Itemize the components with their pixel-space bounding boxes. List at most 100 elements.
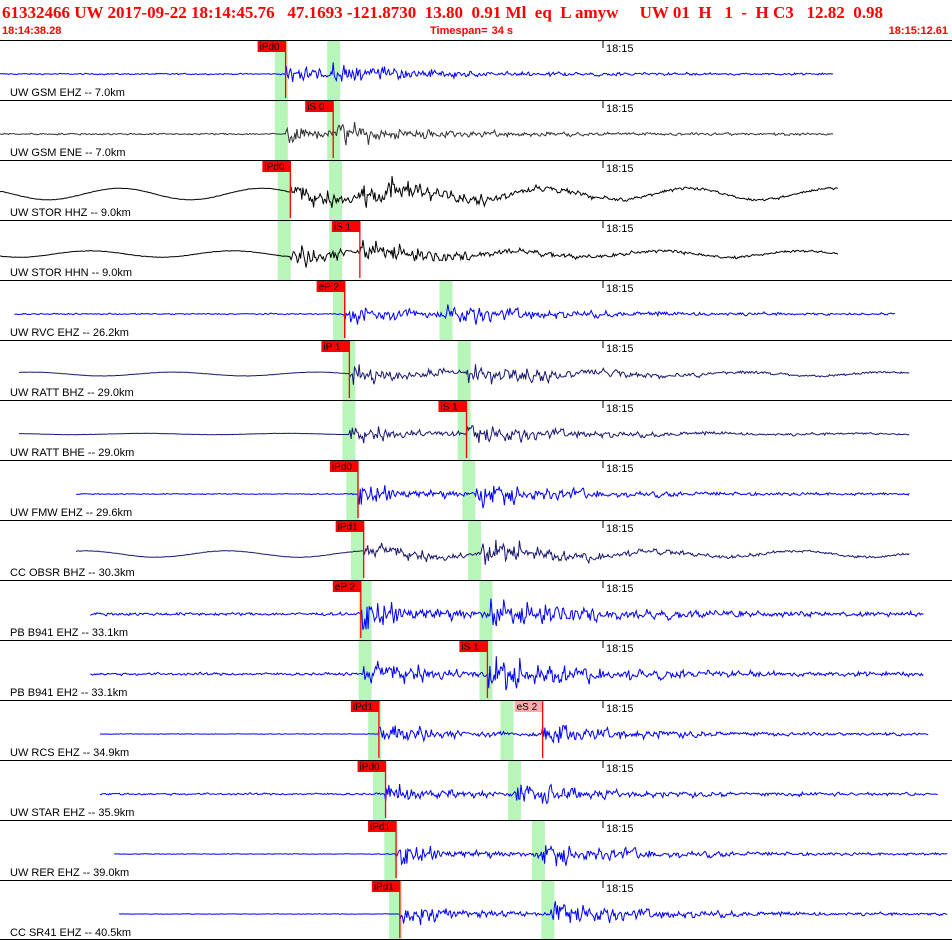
arrival-window xyxy=(342,401,356,460)
channel-panel[interactable]: 18:15 iS 1 PB B941 EH2 -- 33.1km xyxy=(0,640,952,701)
channel-panel[interactable]: 18:15 iPd1 CC OBSR BHZ -- 30.3km xyxy=(0,520,952,581)
channel-panel[interactable]: 18:15 iPd0 UW GSM EHZ -- 7.0km xyxy=(0,40,952,101)
phase-pick[interactable]: iPd0 xyxy=(329,461,359,518)
pick-flag[interactable] xyxy=(335,521,364,532)
channel-label: UW GSM ENE -- 7.0km xyxy=(10,147,126,159)
waveform-trace[interactable] xyxy=(99,783,938,805)
channel-panel[interactable]: 18:15 iPd0 UW FMW EHZ -- 29.6km xyxy=(0,460,952,521)
pick-label: iPd1 xyxy=(370,822,390,833)
channel-label: UW FMW EHZ -- 29.6km xyxy=(10,507,132,519)
channel-panel[interactable]: 18:15 eP 2 UW RVC EHZ -- 26.2km xyxy=(0,280,952,341)
seismogram-view[interactable]: 18:15 iPd0 UW GSM EHZ -- 7.0km 18:15 iS 0 UW … xyxy=(0,40,952,940)
timespan-label: Timespan= xyxy=(430,25,488,37)
pick-flag[interactable] xyxy=(459,641,488,652)
channel-panel[interactable]: 18:15 iS 1 UW RATT BHE -- 29.0km xyxy=(0,400,952,461)
arrival-window xyxy=(329,161,343,220)
arrival-window xyxy=(332,281,346,340)
phase-pick[interactable]: iS 0 xyxy=(305,101,334,158)
waveform-trace[interactable] xyxy=(0,62,834,83)
pick-label: iPd1 xyxy=(338,522,358,533)
arrival-window xyxy=(457,401,471,460)
timespan-value: 34 s xyxy=(491,25,513,37)
pick-label: iPd0 xyxy=(264,162,284,173)
pick-flag[interactable] xyxy=(332,581,361,592)
waveform-trace[interactable] xyxy=(114,844,948,867)
channel-panel[interactable]: 18:15 iPd1 CC SR41 EHZ -- 40.5km xyxy=(0,880,952,940)
minute-label: 18:15 xyxy=(606,283,634,295)
phase-pick[interactable]: iS 1 xyxy=(459,641,489,698)
phase-pick[interactable]: iPd1 xyxy=(350,701,380,758)
channel-label: UW RCS EHZ -- 34.9km xyxy=(10,747,129,759)
arrival-window xyxy=(531,821,545,880)
arrival-window xyxy=(277,221,291,280)
channel-label: CC OBSR BHZ -- 30.3km xyxy=(10,567,135,579)
waveform-trace[interactable] xyxy=(90,656,924,691)
phase-pick[interactable]: iPd0 xyxy=(262,161,292,218)
pick-flag[interactable] xyxy=(357,761,386,772)
waveform-trace[interactable] xyxy=(99,724,929,744)
waveform-trace[interactable] xyxy=(118,901,948,926)
pick-flag[interactable] xyxy=(514,701,543,712)
waveform-trace[interactable] xyxy=(75,539,910,565)
waveform-trace[interactable] xyxy=(18,424,910,444)
pick-flag[interactable] xyxy=(321,341,350,352)
minute-label: 18:15 xyxy=(606,163,634,175)
waveform-trace[interactable] xyxy=(90,598,924,630)
phase-pick[interactable]: iPd1 xyxy=(335,521,365,578)
arrival-window xyxy=(368,701,382,760)
phase-pick[interactable]: eP 2 xyxy=(332,581,362,638)
phase-pick[interactable]: eP 2 xyxy=(316,281,346,338)
pick-label: iS 1 xyxy=(334,222,352,233)
pick-flag[interactable] xyxy=(350,701,379,712)
pick-flag[interactable] xyxy=(262,161,291,172)
channel-panel[interactable]: 18:15 iS 0 UW GSM ENE -- 7.0km xyxy=(0,100,952,161)
minute-label: 18:15 xyxy=(606,763,634,775)
pick-label: iS 1 xyxy=(461,642,479,653)
minute-label: 18:15 xyxy=(606,523,634,535)
minute-label: 18:15 xyxy=(606,43,634,55)
channel-panel[interactable]: 18:15 iPd0 UW STOR HHZ -- 9.0km xyxy=(0,160,952,221)
pick-flag[interactable] xyxy=(368,821,397,832)
channel-panel[interactable]: 18:15 iPd1 eS 2 UW RCS EHZ -- 34.9km xyxy=(0,700,952,761)
arrival-window xyxy=(439,281,453,340)
pick-flag[interactable] xyxy=(305,101,334,112)
minute-label: 18:15 xyxy=(606,223,634,235)
arrival-window xyxy=(274,101,288,160)
channel-panel[interactable]: 18:15 iPd1 UW RER EHZ -- 39.0km xyxy=(0,820,952,881)
arrival-window xyxy=(479,581,493,640)
channel-panel[interactable]: 18:15 iS 1 UW STOR HHN -- 9.0km xyxy=(0,220,952,281)
pick-label: iP 1 xyxy=(323,342,340,353)
phase-pick[interactable]: eS 2 xyxy=(514,701,544,758)
waveform-trace[interactable] xyxy=(76,485,910,509)
waveform-trace[interactable] xyxy=(0,121,834,146)
channel-panel[interactable]: 18:15 eP 2 PB B941 EHZ -- 33.1km xyxy=(0,580,952,641)
waveform-trace[interactable] xyxy=(0,239,839,268)
channel-panel[interactable]: 18:15 iPd0 UW STAR EHZ -- 35.9km xyxy=(0,760,952,821)
channel-label: PB B941 EHZ -- 33.1km xyxy=(10,627,128,639)
channel-panel[interactable]: 18:15 iP 1 UW RATT BHZ -- 29.0km xyxy=(0,340,952,401)
waveform-trace[interactable] xyxy=(18,364,910,385)
phase-pick[interactable]: iPd1 xyxy=(371,881,401,938)
pick-label: iS 1 xyxy=(440,402,458,413)
pick-flag[interactable] xyxy=(371,881,400,892)
arrival-window xyxy=(274,41,288,100)
phase-pick[interactable]: iPd0 xyxy=(357,761,387,818)
phase-pick[interactable]: iP 1 xyxy=(321,341,351,398)
phase-pick[interactable]: iPd1 xyxy=(368,821,397,878)
pick-flag[interactable] xyxy=(329,461,358,472)
pick-flag[interactable] xyxy=(331,221,360,232)
waveform-panels[interactable]: 18:15 iPd0 UW GSM EHZ -- 7.0km 18:15 iS 0 UW … xyxy=(0,40,952,940)
pick-flag[interactable] xyxy=(257,41,286,52)
pick-flag[interactable] xyxy=(438,401,467,412)
phase-pick[interactable]: iPd0 xyxy=(257,41,287,98)
arrival-window xyxy=(508,761,522,820)
minute-label: 18:15 xyxy=(606,463,634,475)
channel-label: UW STOR HHZ -- 9.0km xyxy=(10,207,131,219)
phase-pick[interactable]: iS 1 xyxy=(438,401,468,458)
pick-flag[interactable] xyxy=(316,281,345,292)
waveform-trace[interactable] xyxy=(0,175,839,208)
timespan: Timespan= 34 s xyxy=(430,25,513,37)
waveform-trace[interactable] xyxy=(14,304,895,325)
phase-pick[interactable]: iS 1 xyxy=(331,221,361,278)
pick-label: iPd1 xyxy=(353,702,373,713)
